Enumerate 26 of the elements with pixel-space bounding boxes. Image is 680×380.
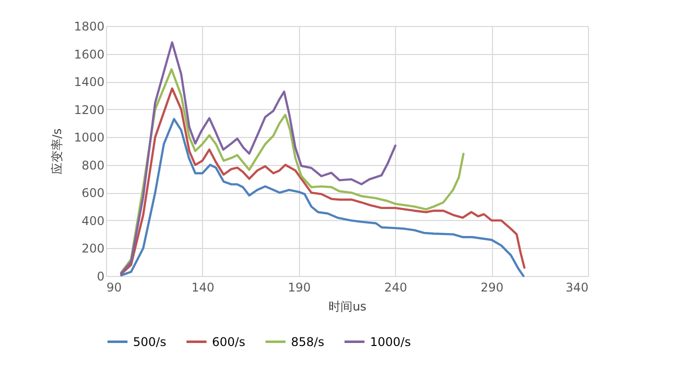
y-tick-label: 800 [82, 158, 104, 172]
line-series [120, 68, 465, 274]
y-tick-label: 1800 [74, 20, 104, 34]
line-series [120, 41, 396, 274]
x-tick-label: 290 [480, 280, 504, 294]
x-tick-label: 140 [191, 280, 214, 294]
y-tick-label: 400 [82, 214, 104, 228]
y-axis-title: 应变率/s [50, 128, 64, 175]
x-tick-label: 190 [288, 280, 311, 294]
x-tick-label: 240 [384, 280, 408, 294]
x-axis-title: 时间us [328, 300, 366, 314]
x-tick-label: 340 [566, 280, 588, 294]
legend-label: 1000/s [370, 334, 411, 349]
y-tick-label: 1200 [74, 102, 104, 117]
y-tick-label: 200 [82, 242, 104, 256]
legend-label: 858/s [291, 334, 324, 349]
line-series [120, 87, 526, 276]
x-tick-label: 90 [106, 280, 122, 294]
y-tick-label: 1600 [74, 47, 104, 62]
line-series [120, 118, 525, 278]
y-tick-label: 1000 [74, 130, 104, 145]
y-tick-label: 1400 [74, 75, 104, 90]
y-tick-label: 0 [96, 270, 104, 284]
legend-label: 500/s [133, 334, 166, 349]
y-tick-label: 600 [82, 186, 104, 200]
legend-label: 600/s [212, 334, 246, 349]
